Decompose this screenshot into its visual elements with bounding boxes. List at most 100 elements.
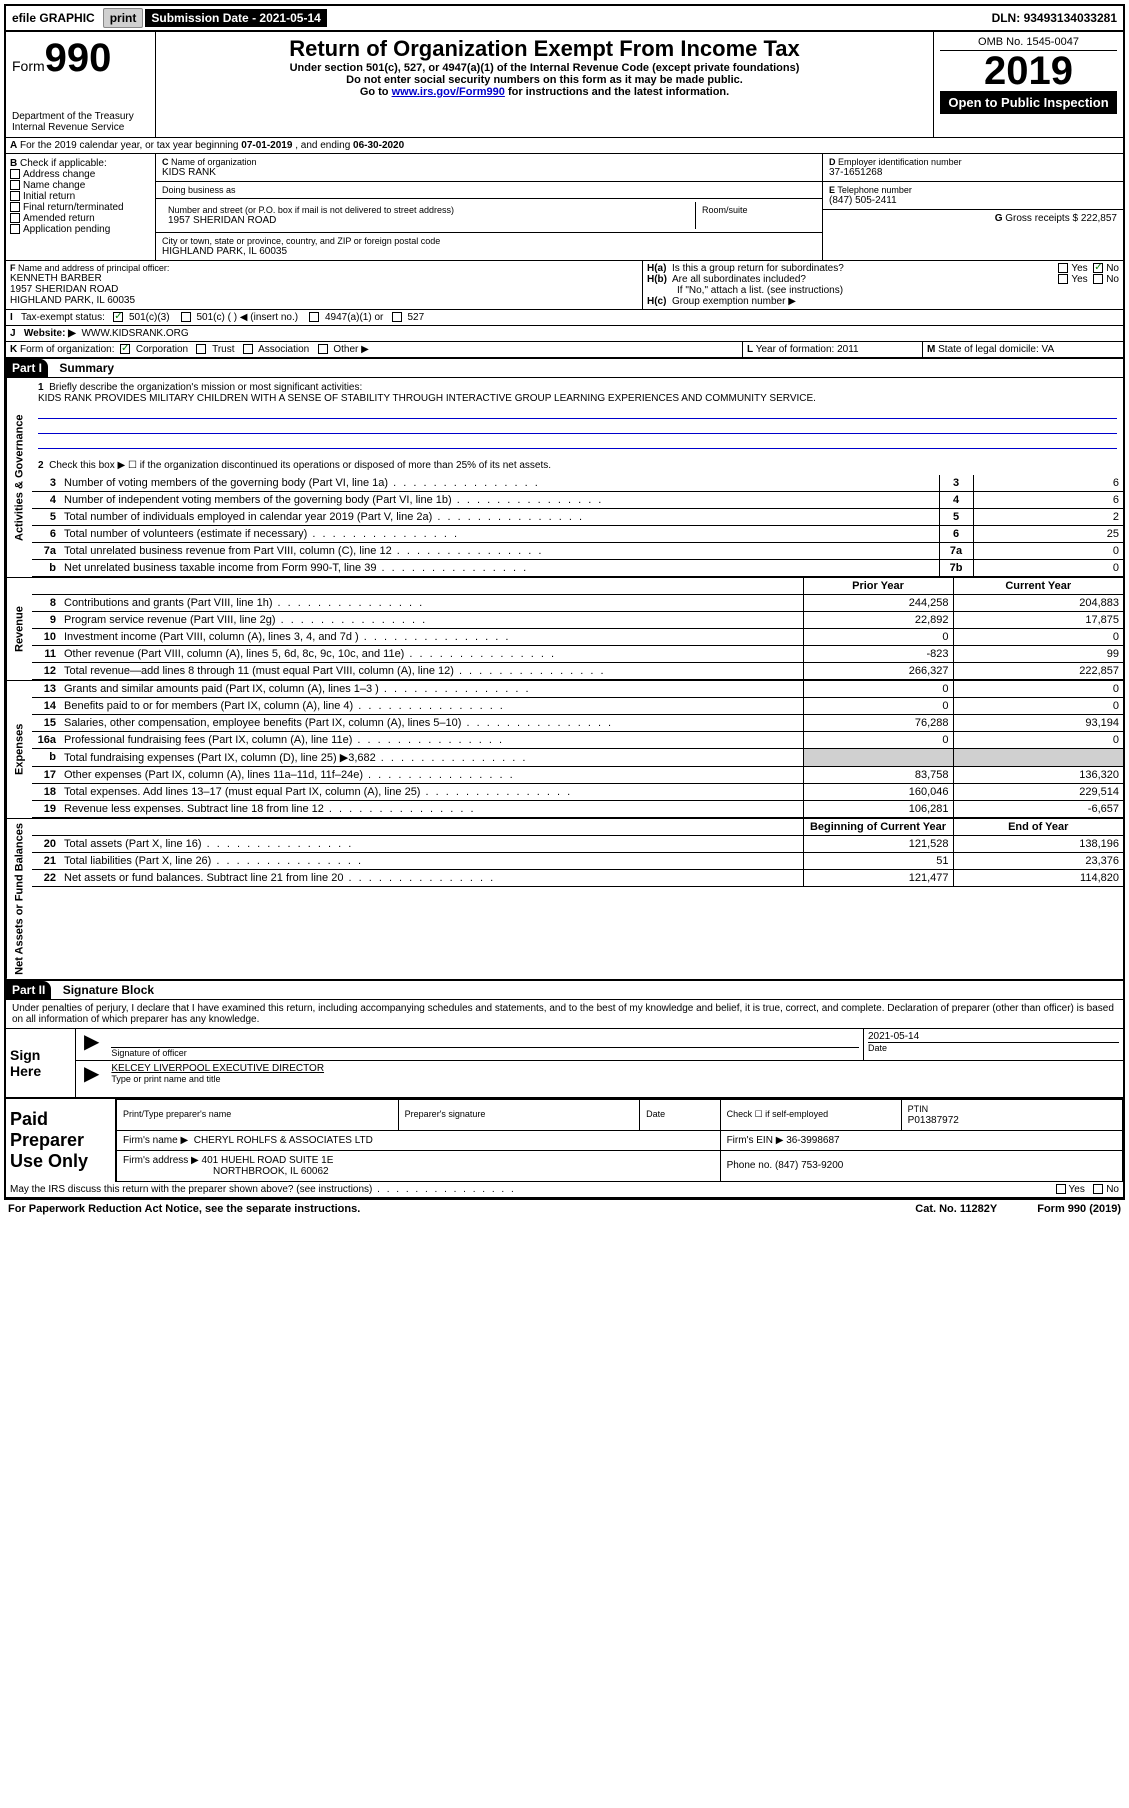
sign-here-block: Sign Here ▶ Signature of officer 2021-05… xyxy=(6,1029,1123,1098)
ptin-value: P01387972 xyxy=(908,1115,959,1126)
paid-preparer-block: Paid Preparer Use Only Print/Type prepar… xyxy=(6,1098,1123,1182)
h-b-note: If "No," attach a list. (see instruction… xyxy=(647,285,1119,296)
check-corp[interactable] xyxy=(120,344,130,354)
check-527[interactable] xyxy=(392,312,402,322)
firm-name: CHERYL ROHLFS & ASSOCIATES LTD xyxy=(194,1135,373,1146)
officer-printed-name: KELCEY LIVERPOOL EXECUTIVE DIRECTOR xyxy=(111,1063,1119,1074)
check-app[interactable]: Application pending xyxy=(10,224,151,235)
section-bcdefg: B Check if applicable: Address change Na… xyxy=(6,154,1123,260)
row-klm: K Form of organization: Corporation Trus… xyxy=(6,342,1123,358)
rev-table: Prior YearCurrent Year8Contributions and… xyxy=(32,578,1123,680)
check-name[interactable]: Name change xyxy=(10,180,151,191)
sign-here-label: Sign Here xyxy=(6,1029,76,1097)
dln: DLN: 93493134033281 xyxy=(986,9,1123,27)
discuss-no[interactable] xyxy=(1093,1184,1103,1194)
vert-activities: Activities & Governance xyxy=(6,378,32,577)
firm-addr2: NORTHBROOK, IL 60062 xyxy=(123,1166,329,1177)
addr-value: 1957 SHERIDAN ROAD xyxy=(168,215,689,226)
arrow-icon: ▶ xyxy=(76,1029,107,1060)
preparer-table: Print/Type preparer's name Preparer's si… xyxy=(116,1099,1123,1182)
sig-date-label: Date xyxy=(868,1042,1119,1053)
form-note2: Go to www.irs.gov/Form990 for instructio… xyxy=(162,86,927,98)
website-value: WWW.KIDSRANK.ORG xyxy=(81,328,188,339)
firm-ein: 36-3998687 xyxy=(786,1135,839,1146)
dba-label: Doing business as xyxy=(162,185,816,195)
city-value: HIGHLAND PARK, IL 60035 xyxy=(162,246,816,257)
check-assoc[interactable] xyxy=(243,344,253,354)
irs-label: Internal Revenue Service xyxy=(12,122,149,133)
form-subtitle: Under section 501(c), 527, or 4947(a)(1)… xyxy=(162,62,927,74)
vert-revenue: Revenue xyxy=(6,578,32,680)
form-container: efile GRAPHIC print Submission Date - 20… xyxy=(4,4,1125,1200)
row-a: A For the 2019 calendar year, or tax yea… xyxy=(6,138,1123,154)
form-ref: Form 990 (2019) xyxy=(1037,1203,1121,1215)
print-button[interactable]: print xyxy=(103,8,144,28)
check-init[interactable]: Initial return xyxy=(10,191,151,202)
irs-link[interactable]: www.irs.gov/Form990 xyxy=(392,86,505,98)
check-4947[interactable] xyxy=(309,312,319,322)
form-note1: Do not enter social security numbers on … xyxy=(162,74,927,86)
officer-type-label: Type or print name and title xyxy=(111,1074,1119,1084)
ein-value: 37-1651268 xyxy=(829,167,1117,178)
officer-label: Name and address of principal officer: xyxy=(18,263,169,273)
row-fh: F Name and address of principal officer:… xyxy=(6,260,1123,310)
org-name-label: C Name of organization xyxy=(162,157,816,167)
firm-phone: (847) 753-9200 xyxy=(775,1160,843,1171)
row-j: J Website: ▶ WWW.KIDSRANK.ORG xyxy=(6,326,1123,342)
officer-addr2: HIGHLAND PARK, IL 60035 xyxy=(10,295,638,306)
box-b-label: B Check if applicable: xyxy=(10,158,151,169)
form-header: Form990 Department of the Treasury Inter… xyxy=(6,32,1123,138)
footer: For Paperwork Reduction Act Notice, see … xyxy=(4,1200,1125,1218)
check-trust[interactable] xyxy=(196,344,206,354)
section-revenue: Revenue Prior YearCurrent Year8Contribut… xyxy=(6,578,1123,681)
form-title: Return of Organization Exempt From Incom… xyxy=(162,36,927,62)
firm-addr1: 401 HUEHL ROAD SUITE 1E xyxy=(202,1155,334,1166)
discuss-row: May the IRS discuss this return with the… xyxy=(6,1182,1123,1198)
row-i: I Tax-exempt status: 501(c)(3) 501(c) ( … xyxy=(6,310,1123,326)
gov-table: 3Number of voting members of the governi… xyxy=(32,475,1123,577)
officer-name: KENNETH BARBER xyxy=(10,273,638,284)
check-amend[interactable]: Amended return xyxy=(10,213,151,224)
top-bar: efile GRAPHIC print Submission Date - 20… xyxy=(6,6,1123,32)
perjury-text: Under penalties of perjury, I declare th… xyxy=(6,1000,1123,1029)
line2-text: Check this box ▶ ☐ if the organization d… xyxy=(49,460,551,471)
state-domicile: VA xyxy=(1042,344,1055,355)
form-number: Form990 xyxy=(12,36,149,81)
part2-header: Part II Signature Block xyxy=(6,980,1123,1000)
sig-date-value: 2021-05-14 xyxy=(868,1031,1119,1042)
officer-addr1: 1957 SHERIDAN ROAD xyxy=(10,284,638,295)
efile-label: efile GRAPHIC xyxy=(6,9,101,27)
year-formation: 2011 xyxy=(837,344,859,355)
gross-label: Gross receipts $ xyxy=(1005,213,1078,224)
pra-notice: For Paperwork Reduction Act Notice, see … xyxy=(8,1203,360,1215)
section-activities: Activities & Governance 1 Briefly descri… xyxy=(6,378,1123,578)
check-501c[interactable] xyxy=(181,312,191,322)
check-addr[interactable]: Address change xyxy=(10,169,151,180)
na-table: Beginning of Current YearEnd of Year20To… xyxy=(32,819,1123,887)
h-a: H(a) Is this a group return for subordin… xyxy=(647,263,1119,274)
section-netassets: Net Assets or Fund Balances Beginning of… xyxy=(6,819,1123,980)
vert-netassets: Net Assets or Fund Balances xyxy=(6,819,32,979)
addr-label: Number and street (or P.O. box if mail i… xyxy=(168,205,689,215)
cat-no: Cat. No. 11282Y xyxy=(915,1203,997,1215)
gross-value: 222,857 xyxy=(1081,213,1117,224)
dept-label: Department of the Treasury xyxy=(12,111,149,122)
room-label: Room/suite xyxy=(702,205,810,215)
discuss-yes[interactable] xyxy=(1056,1184,1066,1194)
ein-label: D Employer identification number xyxy=(829,157,1117,167)
check-501c3[interactable] xyxy=(113,312,123,322)
mission-label: Briefly describe the organization's miss… xyxy=(49,382,362,393)
submission-date: Submission Date - 2021-05-14 xyxy=(145,9,326,27)
sig-officer-label: Signature of officer xyxy=(111,1047,859,1058)
phone-value: (847) 505-2411 xyxy=(829,195,1117,206)
tax-year: 2019 xyxy=(940,51,1117,91)
phone-label: E Telephone number xyxy=(829,185,1117,195)
check-other[interactable] xyxy=(318,344,328,354)
arrow-icon: ▶ xyxy=(76,1061,107,1086)
part1-header: Part I Summary xyxy=(6,358,1123,378)
check-final[interactable]: Final return/terminated xyxy=(10,202,151,213)
open-public-badge: Open to Public Inspection xyxy=(940,91,1117,114)
exp-table: 13Grants and similar amounts paid (Part … xyxy=(32,681,1123,818)
section-expenses: Expenses 13Grants and similar amounts pa… xyxy=(6,681,1123,819)
vert-expenses: Expenses xyxy=(6,681,32,818)
